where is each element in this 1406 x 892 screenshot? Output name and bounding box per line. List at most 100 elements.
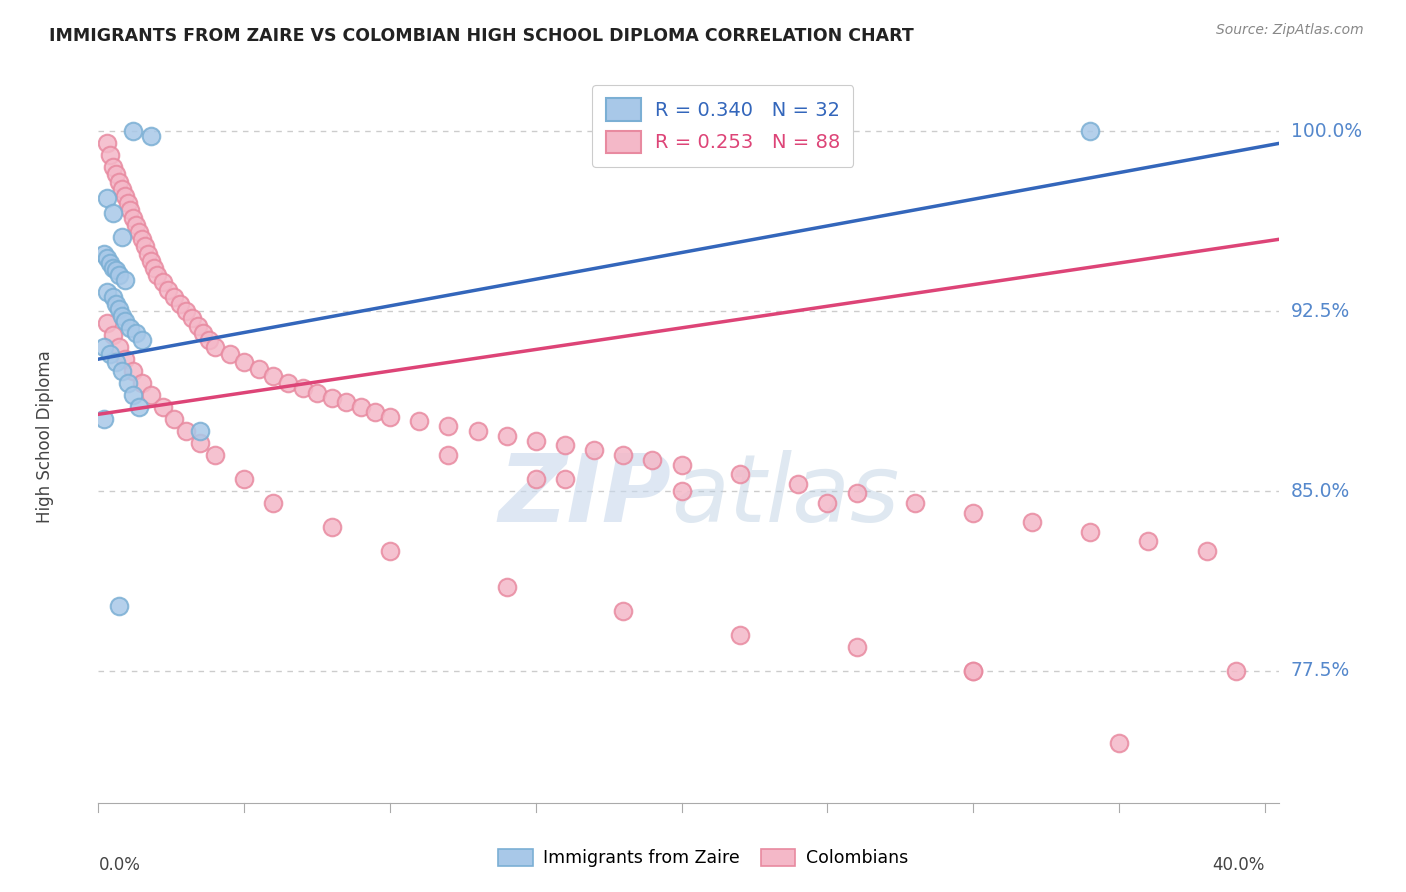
Point bbox=[187, 318, 209, 333]
Text: 77.5%: 77.5% bbox=[1291, 661, 1350, 681]
Point bbox=[378, 409, 401, 424]
Point bbox=[787, 476, 810, 491]
Point bbox=[117, 196, 139, 211]
Point bbox=[728, 467, 751, 482]
Point bbox=[1137, 534, 1160, 549]
Point bbox=[671, 458, 693, 472]
Point bbox=[101, 260, 124, 275]
Point bbox=[96, 191, 118, 205]
Point bbox=[204, 340, 226, 354]
Point bbox=[671, 483, 693, 498]
Point bbox=[120, 203, 142, 218]
Point bbox=[233, 472, 256, 486]
Point bbox=[108, 301, 131, 316]
Text: Source: ZipAtlas.com: Source: ZipAtlas.com bbox=[1216, 23, 1364, 37]
Point bbox=[104, 168, 127, 182]
Point bbox=[291, 381, 314, 395]
Point bbox=[277, 376, 299, 391]
Point bbox=[163, 290, 186, 304]
Point bbox=[122, 124, 145, 138]
Text: 0.0%: 0.0% bbox=[98, 855, 141, 873]
Point bbox=[114, 273, 136, 287]
Point bbox=[101, 328, 124, 343]
Point bbox=[554, 438, 576, 452]
Point bbox=[193, 326, 215, 340]
Point bbox=[128, 400, 150, 414]
Point bbox=[904, 496, 927, 510]
Point bbox=[111, 309, 134, 323]
Point bbox=[247, 361, 270, 376]
Point bbox=[108, 340, 131, 354]
Point bbox=[93, 246, 115, 260]
Point bbox=[96, 285, 118, 299]
Point bbox=[93, 340, 115, 354]
Point bbox=[169, 297, 191, 311]
Point bbox=[104, 263, 127, 277]
Point bbox=[98, 256, 121, 270]
Point bbox=[111, 364, 134, 378]
Point bbox=[108, 175, 131, 189]
Point bbox=[152, 276, 174, 290]
Point bbox=[307, 385, 329, 400]
Point bbox=[321, 520, 343, 534]
Point bbox=[157, 283, 180, 297]
Point bbox=[98, 148, 121, 162]
Point bbox=[111, 230, 134, 244]
Point bbox=[104, 297, 127, 311]
Point bbox=[641, 453, 664, 467]
Point bbox=[101, 290, 124, 304]
Point bbox=[408, 415, 430, 429]
Point bbox=[262, 368, 284, 383]
Point bbox=[93, 412, 115, 426]
Point bbox=[437, 448, 460, 462]
Point bbox=[612, 604, 634, 618]
Point bbox=[190, 436, 212, 450]
Point bbox=[845, 486, 868, 500]
Point bbox=[108, 599, 131, 614]
Point bbox=[96, 316, 118, 330]
Point bbox=[136, 246, 159, 260]
Point bbox=[114, 314, 136, 328]
Point bbox=[1078, 124, 1101, 138]
Legend: R = 0.340   N = 32, R = 0.253   N = 88: R = 0.340 N = 32, R = 0.253 N = 88 bbox=[592, 85, 853, 167]
Point bbox=[335, 395, 357, 409]
Point bbox=[467, 424, 489, 438]
Point bbox=[180, 311, 202, 326]
Point bbox=[524, 472, 547, 486]
Text: High School Diploma: High School Diploma bbox=[35, 351, 53, 524]
Point bbox=[122, 364, 145, 378]
Point bbox=[131, 376, 153, 391]
Point bbox=[104, 354, 127, 368]
Point bbox=[98, 347, 121, 361]
Point bbox=[728, 628, 751, 642]
Point bbox=[218, 347, 240, 361]
Point bbox=[131, 232, 153, 246]
Point bbox=[114, 352, 136, 367]
Point bbox=[817, 496, 839, 510]
Point bbox=[120, 321, 142, 335]
Point bbox=[321, 391, 343, 405]
Point bbox=[163, 412, 186, 426]
Point bbox=[139, 388, 162, 402]
Point bbox=[139, 253, 162, 268]
Point bbox=[122, 388, 145, 402]
Point bbox=[139, 129, 162, 144]
Point bbox=[101, 206, 124, 220]
Point bbox=[152, 400, 174, 414]
Point bbox=[114, 189, 136, 203]
Point bbox=[174, 424, 197, 438]
Point bbox=[495, 580, 517, 594]
Point bbox=[96, 252, 118, 266]
Point bbox=[108, 268, 131, 283]
Point bbox=[962, 506, 984, 520]
Text: 100.0%: 100.0% bbox=[1291, 122, 1361, 141]
Point bbox=[198, 333, 221, 347]
Point bbox=[437, 419, 460, 434]
Text: atlas: atlas bbox=[671, 450, 900, 541]
Point bbox=[96, 136, 118, 151]
Text: ZIP: ZIP bbox=[498, 450, 671, 541]
Point bbox=[612, 448, 634, 462]
Point bbox=[1195, 544, 1218, 558]
Point bbox=[111, 182, 134, 196]
Point bbox=[128, 225, 150, 239]
